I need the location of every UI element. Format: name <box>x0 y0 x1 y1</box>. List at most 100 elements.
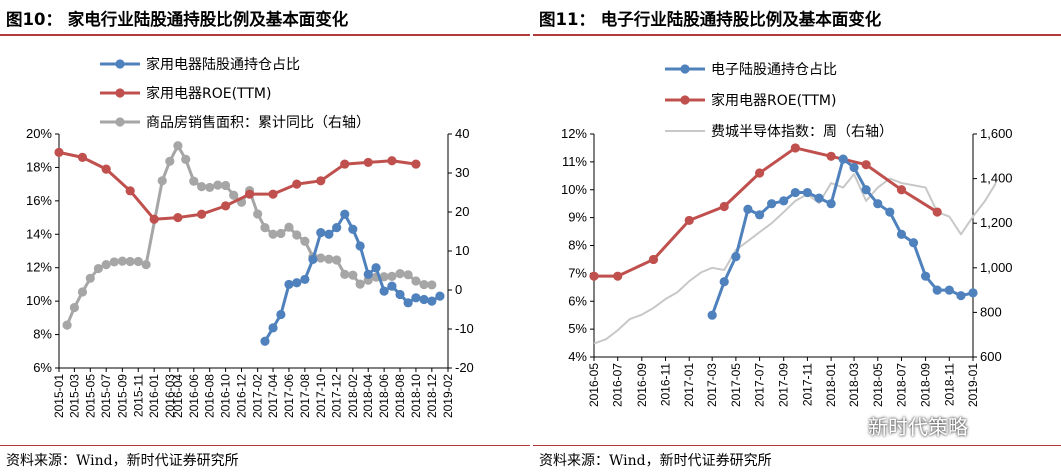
data-point <box>340 269 350 279</box>
data-point <box>260 223 270 233</box>
data-point <box>908 238 919 248</box>
data-point <box>731 252 741 262</box>
x-tick-label: 2015-01 <box>52 374 66 418</box>
data-point <box>754 210 765 220</box>
title-divider <box>533 34 1061 36</box>
data-point <box>125 256 135 267</box>
watermark-text: 新时代策略 <box>868 415 968 439</box>
y-tick-label-right: -10 <box>455 321 474 336</box>
x-tick-label: 2016-10 <box>219 374 233 418</box>
series-line <box>593 173 997 345</box>
data-point <box>54 147 64 157</box>
plot-area: 6% 8% 10% 12% 14% 16% 18% 20% -20 -10 0 10 20 30 40 201… <box>26 126 474 418</box>
chart-right: 4% 5% 6% 7% 8% 9% 10% 11% 12% 600 800 1,000 1,200 1,4… <box>561 62 1013 407</box>
legend-item: 商品房销售面积：累计同比（右轴） <box>100 115 370 131</box>
x-tick-label: 2016-09 <box>635 363 649 407</box>
data-point <box>814 193 824 203</box>
x-tick-label: 2016-04 <box>171 374 185 418</box>
x-tick-label: 2016-12 <box>235 374 249 418</box>
data-point <box>371 263 381 273</box>
data-point <box>861 185 871 195</box>
data-point <box>324 229 334 239</box>
y-tick-label-left: 12% <box>561 126 587 141</box>
x-tick-label: 2017-12 <box>330 374 344 418</box>
x-tick-label: 2017-06 <box>282 374 296 418</box>
data-point <box>363 269 373 279</box>
data-point <box>93 263 103 274</box>
data-point <box>62 320 72 330</box>
data-point <box>324 254 334 264</box>
x-tick-label: 2017-01 <box>682 363 696 407</box>
data-point <box>648 254 659 265</box>
data-point <box>826 151 836 161</box>
source-divider <box>533 445 1061 446</box>
data-point <box>379 286 389 296</box>
data-point <box>300 236 310 246</box>
data-point <box>920 271 931 281</box>
series-line <box>58 150 417 221</box>
legend-item: 电子陆股通持仓占比 <box>665 62 837 78</box>
data-point <box>838 154 848 164</box>
series-line <box>65 144 432 326</box>
data-point <box>403 298 413 308</box>
chart-title: 图11： 电子行业陆股通持股比例及基本面变化 <box>539 10 882 29</box>
y-tick-label-left: 18% <box>26 159 52 174</box>
x-tick-label: 2018-10 <box>409 374 423 418</box>
x-tick-label: 2017-10 <box>314 374 328 418</box>
chat-bubbles-icon <box>838 414 863 434</box>
x-tick-label: 2019-02 <box>441 374 455 418</box>
x-tick-label: 2018-11 <box>942 363 956 406</box>
legend-label: 家用电器陆股通持仓占比 <box>146 56 300 73</box>
chart-panel-left: 图10： 家电行业陆股通持股比例及基本面变化 6% 8% 10% 12% 14% 16% 1… <box>0 0 530 473</box>
data-point <box>754 168 765 178</box>
x-tick-label: 2018-03 <box>847 363 861 407</box>
data-point <box>743 204 753 214</box>
x-tick-label: 2018-07 <box>894 363 908 407</box>
y-tick-label-left: 11% <box>562 154 587 169</box>
data-point <box>419 279 429 290</box>
data-point <box>363 157 373 168</box>
y-tick-label-right: 1,400 <box>980 171 1013 186</box>
data-point <box>69 302 79 313</box>
data-point <box>316 228 326 238</box>
legend-label: 家用电器ROE(TTM) <box>146 85 271 102</box>
x-tick-label: 2016-08 <box>203 374 217 418</box>
data-point <box>197 182 207 192</box>
y-tick-label-right: 1,200 <box>980 215 1013 230</box>
data-point <box>253 209 263 219</box>
data-point <box>932 207 942 217</box>
data-point <box>244 189 255 199</box>
chart-panel-right: 图11： 电子行业陆股通持股比例及基本面变化 4% 5% 6% 7% 8% 9% 10% 11… <box>533 0 1061 473</box>
data-point <box>77 287 88 297</box>
x-tick-label: 2018-05 <box>871 363 885 407</box>
data-point <box>411 293 421 303</box>
y-tick-label-left: 7% <box>568 265 587 280</box>
data-point <box>355 241 365 251</box>
y-tick-label-left: 5% <box>568 321 587 336</box>
x-tick-label: 2015-09 <box>115 374 129 418</box>
data-point <box>387 156 397 166</box>
data-point <box>276 309 286 320</box>
data-point <box>719 201 729 212</box>
title-divider <box>0 34 530 36</box>
legend-item: 家用电器陆股通持仓占比 <box>100 56 300 73</box>
data-point <box>707 310 717 320</box>
data-point <box>149 214 159 224</box>
legend-label: 电子陆股通持仓占比 <box>711 62 837 78</box>
data-point <box>221 201 231 211</box>
plot-area: 4% 5% 6% 7% 8% 9% 10% 11% 12% 600 800 1,000 1,200 1,4… <box>561 126 1013 407</box>
data-point <box>435 291 445 301</box>
data-point <box>221 180 231 191</box>
data-point <box>849 162 859 173</box>
y-tick-label-left: 6% <box>33 360 52 375</box>
data-point <box>826 199 836 209</box>
data-point <box>316 176 326 186</box>
data-point <box>125 186 135 196</box>
data-point <box>173 141 183 151</box>
y-tick-label-left: 16% <box>26 193 52 208</box>
x-tick-label: 2016-07 <box>611 363 625 407</box>
legend-item: 家用电器ROE(TTM) <box>665 92 836 109</box>
data-point <box>268 323 278 333</box>
data-point <box>340 209 350 219</box>
data-point <box>340 159 350 169</box>
